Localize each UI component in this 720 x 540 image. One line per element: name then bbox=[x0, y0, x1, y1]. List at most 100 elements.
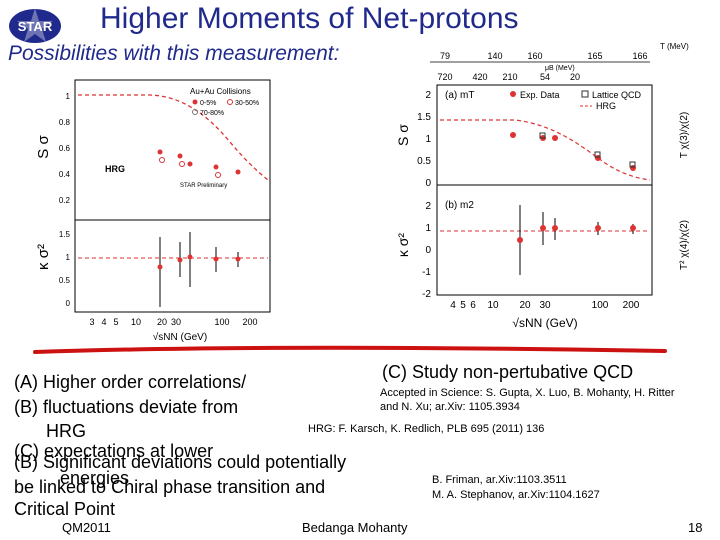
left-legend-item-1: 0-5% bbox=[200, 100, 216, 107]
right-ylabel-bottom: κ σ² bbox=[395, 233, 411, 258]
star-logo: STAR bbox=[9, 8, 61, 43]
right-legend-exp: Exp. Data bbox=[520, 90, 560, 100]
left-ylabel-bottom: κ σ² bbox=[35, 244, 52, 270]
right-x-tick-6: 30 bbox=[539, 300, 551, 311]
left-bottom-tick-1: 1.5 bbox=[59, 230, 71, 239]
left-x-tick-6: 30 bbox=[171, 317, 181, 327]
right-T-5: 166 bbox=[632, 51, 647, 61]
ref-1-line1: Accepted in Science: S. Gupta, X. Luo, B… bbox=[380, 387, 675, 399]
right-x-tick-8: 200 bbox=[623, 300, 640, 311]
left-top-points bbox=[157, 149, 241, 175]
right-x-tick-4: 10 bbox=[487, 300, 499, 311]
point-a: (A) Higher order correlations/ bbox=[14, 372, 247, 392]
left-x-tick-1: 3 bbox=[89, 317, 94, 327]
right-mu-4: 54 bbox=[540, 72, 550, 82]
left-legend-item-2: 30-50% bbox=[235, 100, 259, 107]
left-x-tick-7: 100 bbox=[214, 317, 229, 327]
right-top-tick-1: 2 bbox=[425, 90, 431, 101]
left-top-tick-5: 0.2 bbox=[59, 196, 71, 205]
point-b2: (B) Significant deviations could potenti… bbox=[14, 452, 347, 472]
right-T-3: 160 bbox=[527, 51, 542, 61]
footer-author: Bedanga Mohanty bbox=[302, 520, 408, 535]
left-top-points-open bbox=[159, 157, 221, 178]
right-top-tick-2: 1.5 bbox=[417, 112, 431, 123]
left-x-tick-8: 200 bbox=[242, 317, 257, 327]
right-ylabel-right-top: T χ(3)/χ(2) bbox=[679, 112, 690, 158]
right-T-1: 79 bbox=[440, 51, 450, 61]
point-cp: Critical Point bbox=[14, 499, 116, 519]
right-legend-lattice: Lattice QCD bbox=[592, 90, 642, 100]
star-logo-text: STAR bbox=[18, 19, 53, 34]
left-x-tick-2: 4 bbox=[101, 317, 106, 327]
right-top-points bbox=[510, 132, 636, 171]
left-plot: S σ κ σ² 1 0.8 0.6 0.4 0.2 1.5 1 0.5 0 A… bbox=[35, 79, 271, 343]
right-xlabel: √sNN (GeV) bbox=[512, 316, 577, 330]
energies-word: energies bbox=[60, 468, 130, 488]
right-legend-hrg: HRG bbox=[596, 101, 616, 111]
left-legend-title: Au+Au Collisions bbox=[190, 87, 251, 96]
left-top-tick-4: 0.4 bbox=[59, 170, 71, 179]
left-x-tick-3: 5 bbox=[113, 317, 118, 327]
right-bottom-tick-1: 2 bbox=[425, 201, 431, 212]
ref-1-line2: and N. Xu; ar.Xiv: 1105.3934 bbox=[380, 401, 520, 413]
left-top-tick-2: 0.8 bbox=[59, 118, 71, 127]
right-hrg-curve bbox=[440, 119, 651, 181]
left-xlabel: √sNN (GeV) bbox=[153, 331, 207, 343]
left-top-tick-3: 0.6 bbox=[59, 144, 71, 153]
left-hrg-label: HRG bbox=[105, 164, 125, 174]
right-mu-axis-title: μB (MeV) bbox=[545, 65, 575, 72]
right-T-axis-title: T (MeV) bbox=[660, 42, 689, 51]
ref-3: B. Friman, ar.Xiv:1103.3511 bbox=[432, 474, 567, 486]
slide-title: Higher Moments of Net-protons bbox=[100, 2, 519, 35]
right-bottom-frame bbox=[436, 184, 653, 296]
right-x-tick-7: 100 bbox=[592, 300, 609, 311]
right-bottom-errbars bbox=[519, 205, 634, 275]
slide-subtitle: Possibilities with this measurement: bbox=[8, 42, 340, 65]
right-ylabel-right-bottom: T² χ(4)/χ(2) bbox=[679, 220, 690, 270]
right-x-tick-3: 6 bbox=[470, 300, 476, 311]
left-bottom-tick-4: 0 bbox=[66, 299, 71, 308]
right-panel-a: (a) mT bbox=[445, 90, 474, 101]
c-heading: (C) Study non-pertubative QCD bbox=[382, 362, 634, 382]
point-be: be linked to Chiral phase transition and bbox=[14, 477, 326, 497]
right-x-tick-5: 20 bbox=[519, 300, 531, 311]
left-top-tick-1: 1 bbox=[66, 92, 71, 101]
right-bottom-tick-5: -2 bbox=[422, 289, 431, 300]
left-bottom-frame bbox=[74, 219, 271, 313]
left-ylabel-top: S σ bbox=[35, 135, 52, 159]
right-T-2: 140 bbox=[487, 51, 502, 61]
left-x-tick-5: 20 bbox=[157, 317, 167, 327]
left-x-tick-4: 10 bbox=[131, 317, 141, 327]
right-ylabel-top: S σ bbox=[395, 124, 411, 146]
ref-2: HRG: F. Karsch, K. Redlich, PLB 695 (201… bbox=[308, 423, 545, 435]
right-panel-b: (b) m2 bbox=[445, 200, 474, 211]
left-star-label: STAR Preliminary bbox=[180, 183, 227, 189]
right-bottom-tick-3: 0 bbox=[425, 245, 431, 256]
right-x-tick-1: 4 bbox=[450, 300, 456, 311]
right-top-tick-4: 0.5 bbox=[417, 156, 431, 167]
left-legend-item-3: 70-80% bbox=[200, 110, 224, 117]
right-top-tick-3: 1 bbox=[425, 134, 431, 145]
right-top-lattice bbox=[539, 132, 636, 168]
left-bottom-errbars bbox=[159, 232, 239, 307]
left-bottom-points bbox=[157, 254, 241, 270]
right-mu-3: 210 bbox=[502, 72, 517, 82]
right-bottom-tick-2: 1 bbox=[425, 223, 431, 234]
right-T-4: 165 bbox=[587, 51, 602, 61]
left-hrg-curve bbox=[78, 94, 269, 181]
red-divider bbox=[33, 345, 667, 354]
right-bottom-tick-4: -1 bbox=[422, 267, 431, 278]
left-bottom-tick-2: 1 bbox=[66, 253, 71, 262]
right-bottom-points bbox=[517, 225, 636, 243]
right-mu-2: 420 bbox=[472, 72, 487, 82]
right-plot: T (MeV) 79 140 160 165 166 μB (MeV) 720 … bbox=[395, 42, 690, 330]
left-bottom-tick-3: 0.5 bbox=[59, 276, 71, 285]
footer-page-number: 18 bbox=[688, 520, 703, 535]
right-mu-1: 720 bbox=[437, 72, 452, 82]
right-top-tick-5: 0 bbox=[425, 178, 431, 189]
point-b: (B) fluctuations deviate from bbox=[14, 397, 239, 417]
footer-conference: QM2011 bbox=[62, 520, 111, 535]
right-x-tick-2: 5 bbox=[460, 300, 466, 311]
point-c-overlap: (C) expectations at lower bbox=[14, 441, 214, 461]
right-mu-5: 20 bbox=[570, 72, 580, 82]
